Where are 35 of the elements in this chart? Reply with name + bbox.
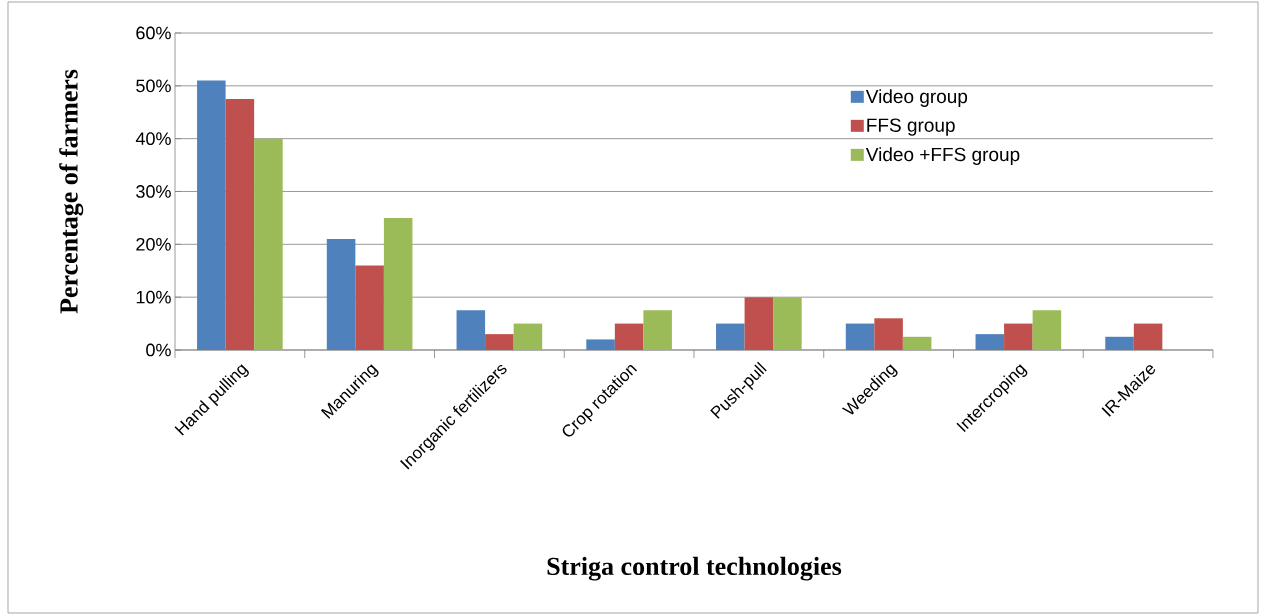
y-tick-label: 0% (146, 343, 171, 357)
legend-label: FFS group (867, 118, 955, 136)
legend-label: Video +FFS group (865, 147, 1020, 165)
bar (874, 318, 903, 350)
bar (1133, 323, 1163, 350)
bar (586, 339, 615, 350)
bar (355, 265, 384, 350)
bar (773, 297, 802, 350)
bar (383, 217, 413, 350)
bar (902, 336, 932, 350)
bar (716, 323, 745, 350)
bar (225, 99, 255, 350)
y-tick-label: 60% (136, 26, 171, 40)
bar (643, 310, 672, 350)
x-axis-title: Striga control technologies (547, 556, 842, 581)
bar (197, 80, 226, 350)
bar (845, 323, 875, 350)
bar (254, 138, 283, 350)
bar (744, 297, 774, 350)
bar (1032, 310, 1062, 350)
legend-label: Video group (865, 89, 968, 107)
bar (975, 334, 1005, 350)
bar (456, 310, 486, 350)
y-tick-label: 10% (136, 290, 171, 304)
bar (1004, 323, 1033, 350)
y-tick-label: 50% (136, 79, 171, 93)
bar (513, 323, 543, 350)
y-tick-label: 30% (136, 185, 171, 198)
bar (1105, 336, 1134, 350)
y-tick-label: 20% (136, 237, 171, 251)
bar (326, 239, 356, 350)
bar (614, 323, 644, 350)
y-tick-label: 40% (135, 132, 171, 146)
y-axis-title: Percentage of farmers (59, 69, 84, 314)
bar (485, 334, 514, 350)
